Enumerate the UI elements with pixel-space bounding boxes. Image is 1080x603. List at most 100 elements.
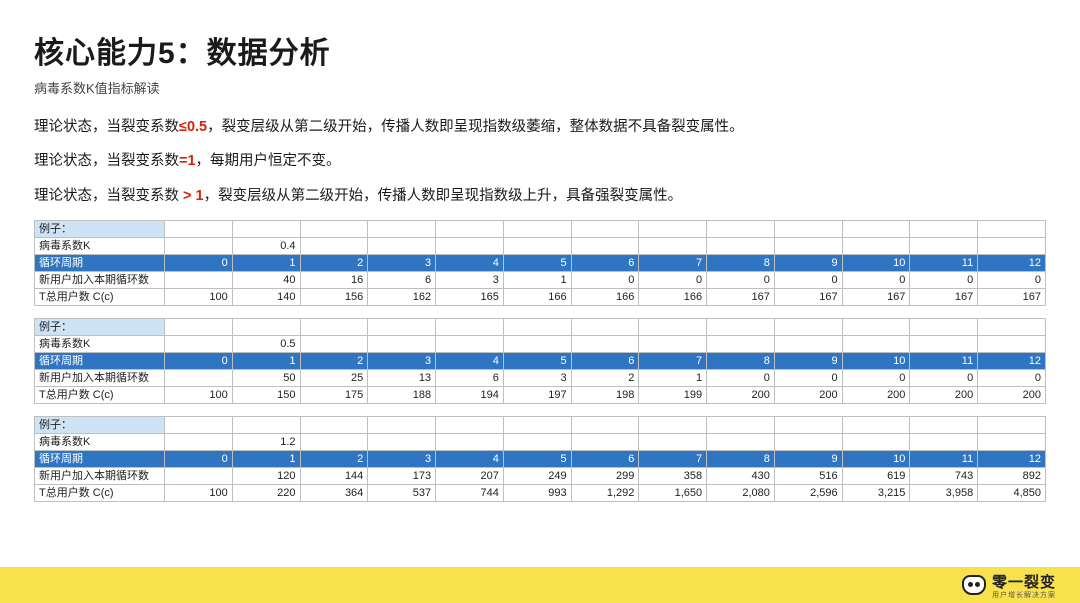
cycle-header-cell: 8 [707, 450, 775, 467]
cycle-header-cell: 12 [978, 254, 1046, 271]
tables-block: 例子：病毒系数K0.4循环周期0123456789101112新用户加入本期循环… [34, 220, 1046, 502]
table-cell: 167 [707, 288, 775, 305]
table-cell: 0 [910, 271, 978, 288]
table-cell: 1 [503, 271, 571, 288]
table-cell: 3 [503, 369, 571, 386]
data-table: 例子：病毒系数K0.4循环周期0123456789101112新用户加入本期循环… [34, 220, 1046, 306]
table-cell [165, 369, 233, 386]
cycle-header-cell: 11 [910, 254, 978, 271]
cycle-header-cell: 2 [300, 352, 368, 369]
table-cell: 156 [300, 288, 368, 305]
cycle-header-cell: 6 [571, 254, 639, 271]
table-cell: 2 [571, 369, 639, 386]
data-table: 例子：病毒系数K1.2循环周期0123456789101112新用户加入本期循环… [34, 416, 1046, 502]
table-cell: 165 [436, 288, 504, 305]
table-cell: 100 [165, 386, 233, 403]
data-table: 例子：病毒系数K0.5循环周期0123456789101112新用户加入本期循环… [34, 318, 1046, 404]
statement-line: 理论状态，当裂变系数 > 1，裂变层级从第二级开始，传播人数即呈现指数级上升，具… [34, 186, 1046, 206]
cycle-header-cell: 2 [300, 450, 368, 467]
page-title: 核心能力5：数据分析 [34, 28, 1046, 72]
statement-line: 理论状态，当裂变系数=1，每期用户恒定不变。 [34, 151, 1046, 171]
cycle-header-cell: 9 [774, 254, 842, 271]
cycle-header-cell: 0 [165, 450, 233, 467]
cycle-header-cell: 3 [368, 352, 436, 369]
table-cell: 197 [503, 386, 571, 403]
table-cell: 167 [842, 288, 910, 305]
row-label-total: T总用户数 C(c) [35, 288, 165, 305]
table-cell: 0 [707, 369, 775, 386]
cycle-header-cell: 1 [232, 254, 300, 271]
table-cell: 40 [232, 271, 300, 288]
table-cell: 0 [774, 271, 842, 288]
cycle-header-cell: 5 [503, 450, 571, 467]
cycle-header-cell: 7 [639, 450, 707, 467]
table-cell: 198 [571, 386, 639, 403]
cycle-header-cell: 4 [436, 352, 504, 369]
table-cell: 167 [774, 288, 842, 305]
cycle-header-cell: 4 [436, 254, 504, 271]
cycle-header-cell: 1 [232, 352, 300, 369]
table-cell: 4,850 [978, 484, 1046, 501]
table-cell: 2,596 [774, 484, 842, 501]
logo-tagline: 用户增长解决方案 [992, 590, 1056, 600]
cycle-header-cell: 8 [707, 254, 775, 271]
table-cell: 993 [503, 484, 571, 501]
cycle-header-cell: 9 [774, 352, 842, 369]
table-cell: 0 [774, 369, 842, 386]
page-subtitle: 病毒系数K值指标解读 [34, 78, 1046, 97]
table-cell: 1,650 [639, 484, 707, 501]
table-cell: 0 [978, 369, 1046, 386]
cycle-header-cell: 7 [639, 254, 707, 271]
table-cell: 3 [436, 271, 504, 288]
table-cell: 358 [639, 467, 707, 484]
cycle-header-cell: 6 [571, 450, 639, 467]
row-label-total: T总用户数 C(c) [35, 484, 165, 501]
table-cell: 100 [165, 484, 233, 501]
table-cell: 3,958 [910, 484, 978, 501]
row-label-cycle: 循环周期 [35, 450, 165, 467]
row-label-total: T总用户数 C(c) [35, 386, 165, 403]
table-cell: 167 [910, 288, 978, 305]
table-cell: 0 [910, 369, 978, 386]
row-label-newusers: 新用户加入本期循环数 [35, 271, 165, 288]
table-cell: 200 [910, 386, 978, 403]
row-label-k: 病毒系数K [35, 433, 165, 450]
table-cell: 516 [774, 467, 842, 484]
table-cell: 744 [436, 484, 504, 501]
row-label-example: 例子： [35, 416, 165, 433]
row-label-newusers: 新用户加入本期循环数 [35, 467, 165, 484]
table-cell: 13 [368, 369, 436, 386]
robot-icon [962, 575, 986, 595]
cycle-header-cell: 10 [842, 254, 910, 271]
table-cell: 0 [842, 271, 910, 288]
table-cell: 50 [232, 369, 300, 386]
table-cell: 150 [232, 386, 300, 403]
table-cell: 619 [842, 467, 910, 484]
row-label-example: 例子： [35, 220, 165, 237]
table-cell: 249 [503, 467, 571, 484]
table-cell: 892 [978, 467, 1046, 484]
table-cell: 166 [639, 288, 707, 305]
cycle-header-cell: 1 [232, 450, 300, 467]
table-cell: 743 [910, 467, 978, 484]
table-cell: 537 [368, 484, 436, 501]
cycle-header-cell: 6 [571, 352, 639, 369]
cycle-header-cell: 11 [910, 352, 978, 369]
table-cell: 16 [300, 271, 368, 288]
table-cell: 6 [436, 369, 504, 386]
cycle-header-cell: 11 [910, 450, 978, 467]
cycle-header-cell: 3 [368, 254, 436, 271]
table-cell: 220 [232, 484, 300, 501]
row-label-cycle: 循环周期 [35, 352, 165, 369]
table-cell: 430 [707, 467, 775, 484]
table-cell: 100 [165, 288, 233, 305]
table-cell: 166 [503, 288, 571, 305]
table-cell: 167 [978, 288, 1046, 305]
table-cell: 162 [368, 288, 436, 305]
table-cell: 175 [300, 386, 368, 403]
table-cell: 0 [639, 271, 707, 288]
row-label-example: 例子： [35, 318, 165, 335]
table-cell: 364 [300, 484, 368, 501]
brand-logo: 零一裂变 用户增长解决方案 [962, 571, 1056, 600]
table-cell [165, 467, 233, 484]
